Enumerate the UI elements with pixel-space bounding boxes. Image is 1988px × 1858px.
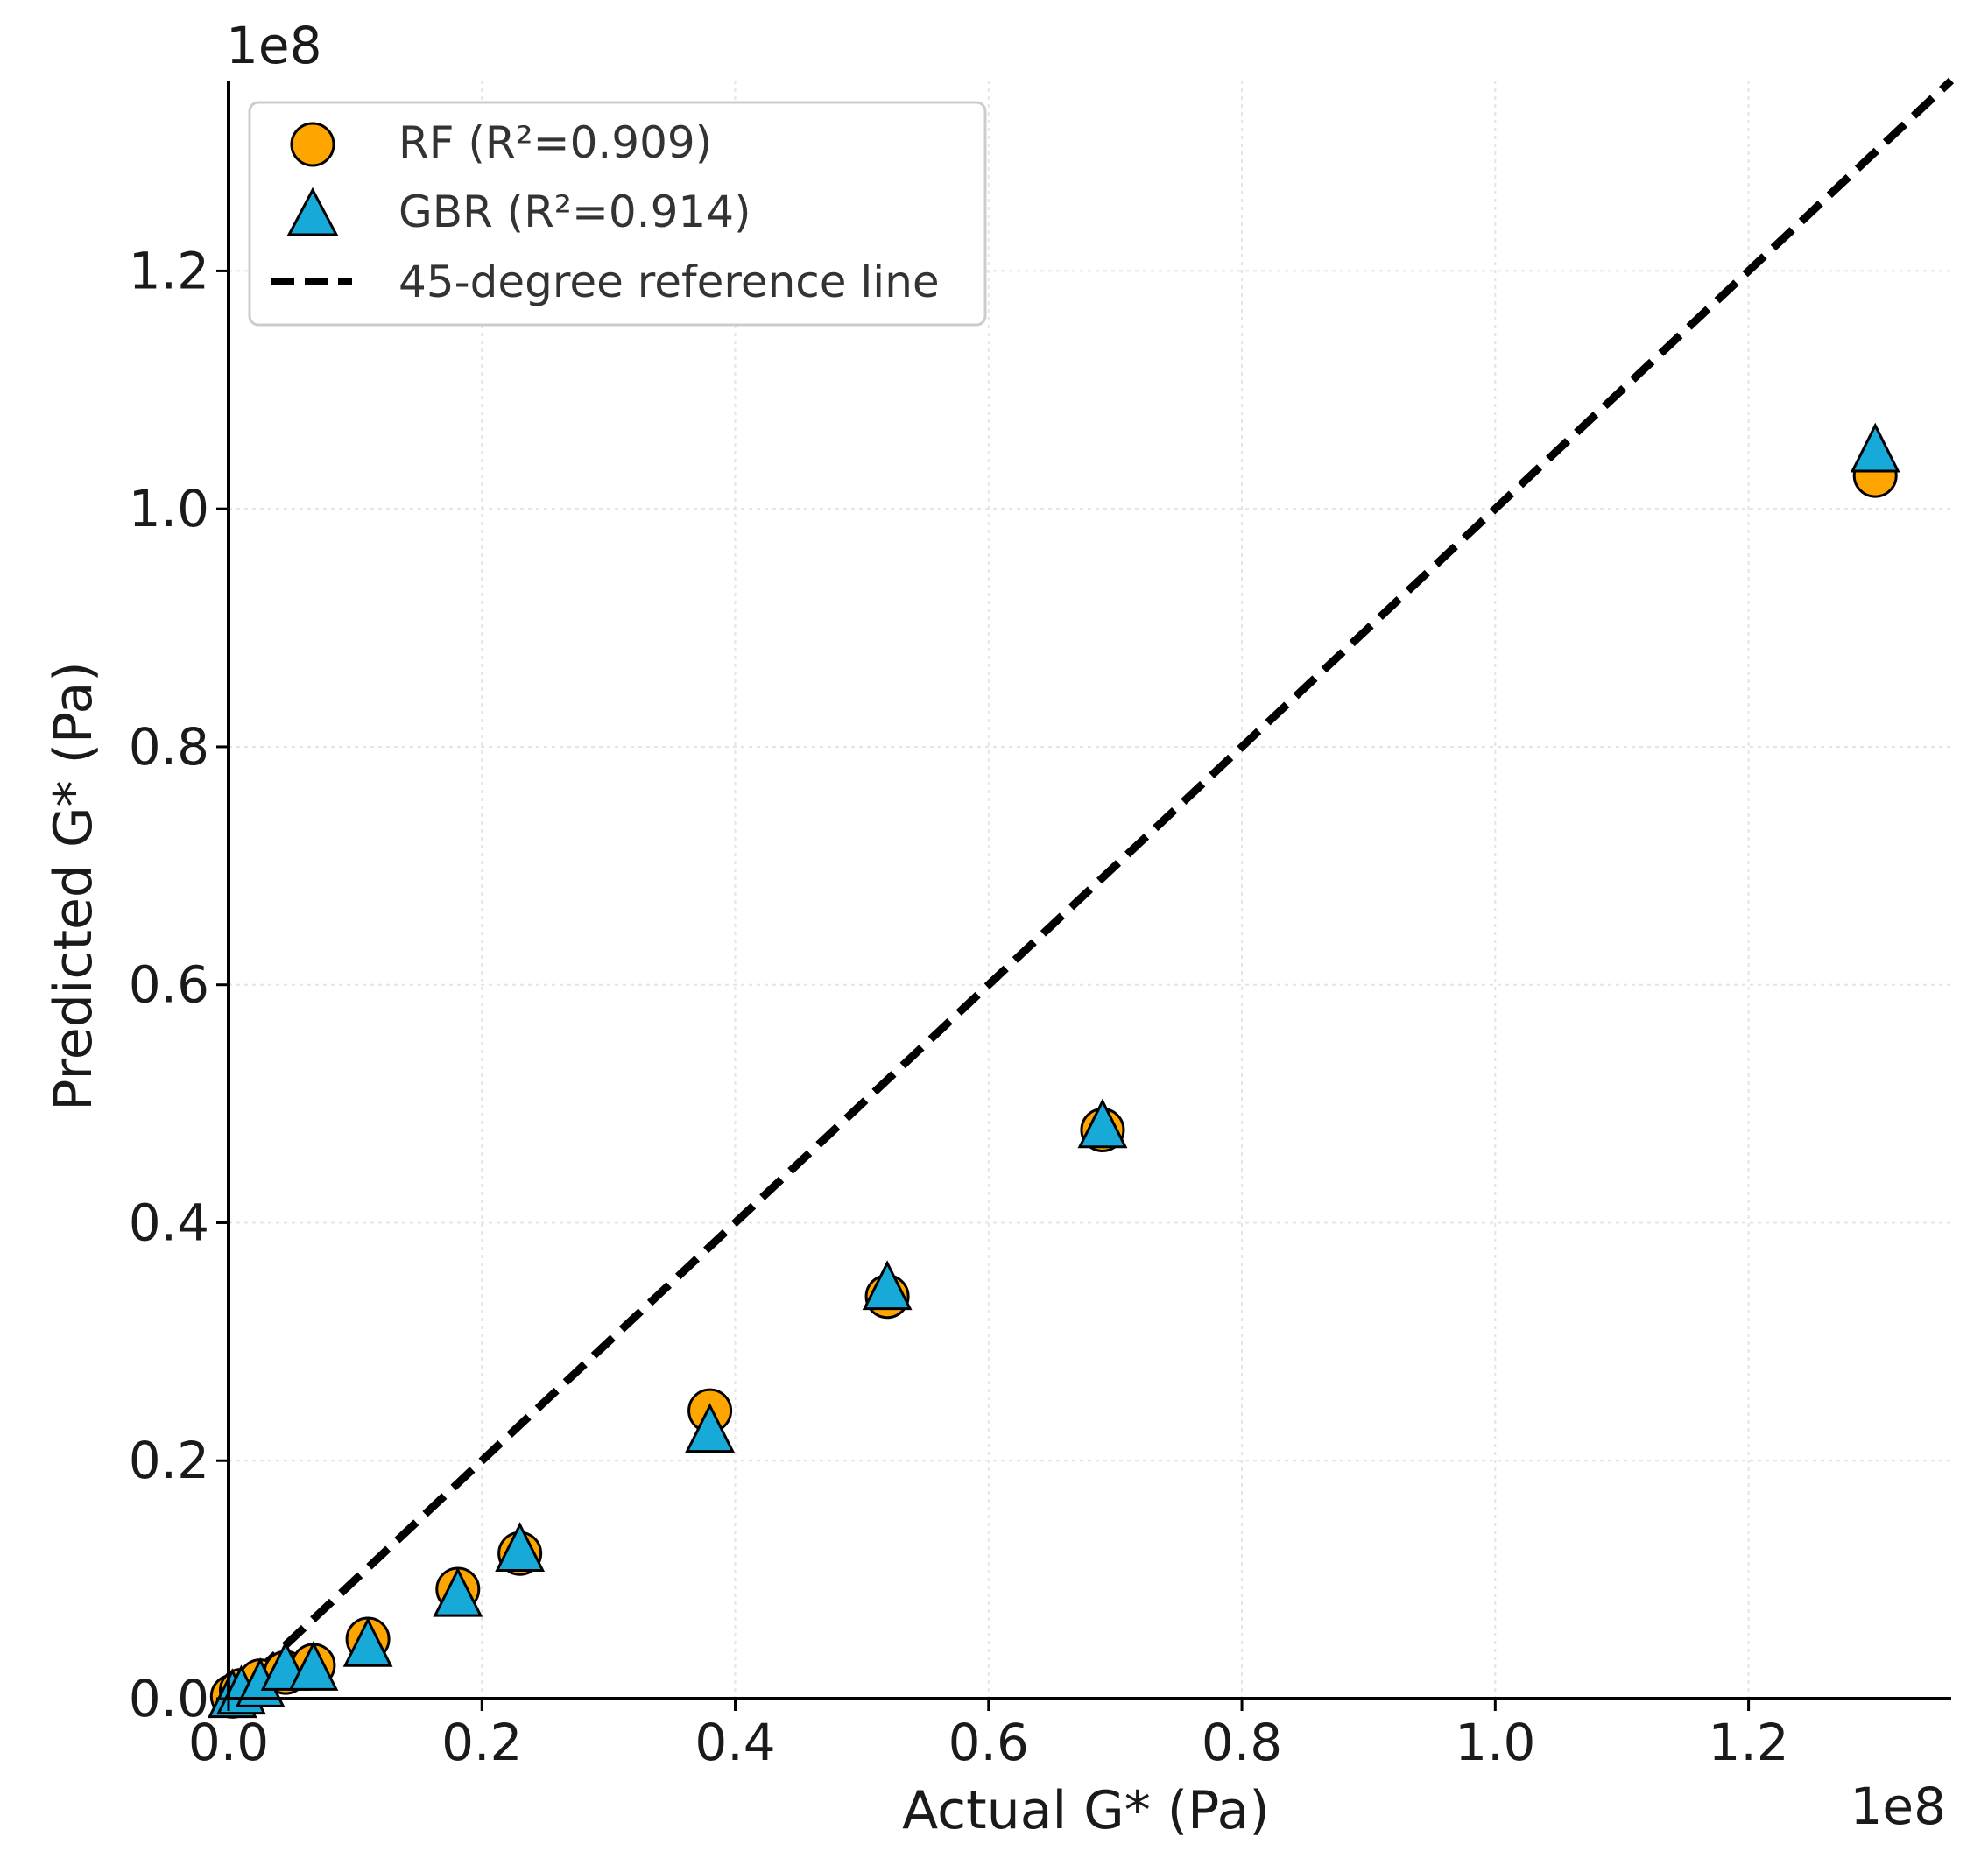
y-tick-label-3: 0.6	[129, 955, 209, 1015]
grid-lines	[229, 81, 1951, 1699]
x-axis-label: Actual G* (Pa)	[902, 1780, 1270, 1841]
gbr-point-4	[288, 1641, 339, 1691]
legend-gbr-marker	[286, 187, 339, 236]
x-tick-label-6: 1.2	[1708, 1713, 1788, 1772]
axes	[227, 81, 1951, 1700]
y-axis-label: Predicted G* (Pa)	[43, 661, 104, 1110]
series-gbr	[207, 422, 1900, 1719]
x-ticks: 0.0 0.2 0.4 0.6 0.8 1.0 1.2	[188, 1699, 1789, 1772]
legend-rf-label: RF (R²=0.909)	[398, 117, 712, 168]
x-tick-label-0: 0.0	[188, 1713, 269, 1772]
y-tick-label-4: 0.8	[129, 717, 209, 777]
gbr-point-5	[342, 1616, 393, 1667]
y-offset-label: 1e8	[226, 16, 322, 75]
x-tick-label-5: 1.0	[1455, 1713, 1535, 1772]
legend-gbr-label: GBR (R²=0.914)	[398, 187, 751, 237]
y-tick-label-6: 1.2	[129, 241, 209, 300]
x-tick-label-3: 0.6	[948, 1713, 1029, 1772]
gbr-point-6	[433, 1566, 483, 1617]
gbr-point-10	[1077, 1098, 1128, 1149]
data-points	[207, 422, 1900, 1719]
series-rf	[209, 453, 1898, 1719]
gbr-point-7	[495, 1522, 546, 1573]
gbr-point-8	[685, 1403, 736, 1453]
reference-line-group	[225, 77, 1955, 1702]
y-tick-label-1: 0.2	[129, 1431, 209, 1490]
x-tick-label-1: 0.2	[441, 1713, 522, 1772]
x-tick-label-2: 0.4	[694, 1713, 775, 1772]
gbr-point-9	[862, 1260, 913, 1311]
y-tick-label-2: 0.4	[129, 1193, 209, 1252]
legend: RF (R²=0.909) GBR (R²=0.914) 45-degree r…	[248, 101, 987, 327]
y-tick-label-0: 0.0	[129, 1669, 209, 1728]
x-offset-label: 1e8	[1851, 1777, 1947, 1836]
y-ticks: 0.0 0.2 0.4 0.6 0.8 1.0 1.2	[129, 241, 229, 1728]
legend-reference-line-label: 45-degree reference line	[398, 257, 940, 307]
legend-box	[248, 101, 987, 327]
legend-rf-marker	[290, 122, 335, 167]
y-tick-label-5: 1.0	[129, 479, 209, 538]
reference-line	[225, 77, 1955, 1702]
gbr-point-11	[1850, 422, 1900, 473]
x-tick-label-4: 0.8	[1202, 1713, 1282, 1772]
